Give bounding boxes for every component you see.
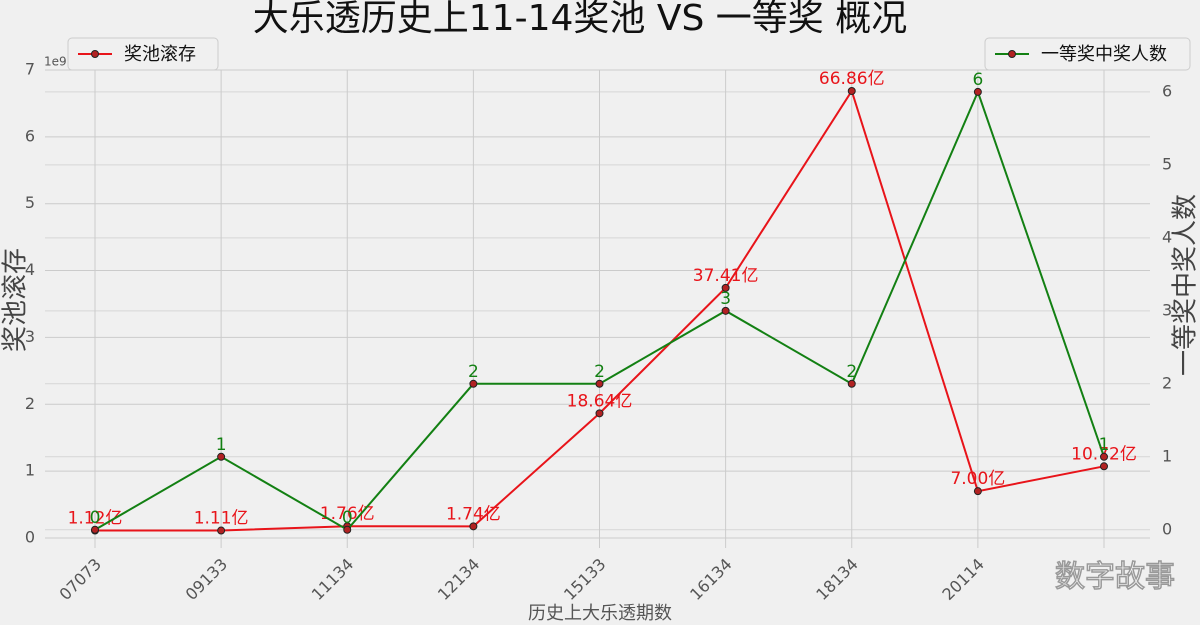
y-tick-label: 3 [25,327,35,346]
y2-tick-label: 0 [1162,519,1172,538]
y-offset-label: 1e9 [44,55,67,69]
data-label: 1 [1099,435,1110,455]
marker [973,87,982,96]
data-label: 2 [846,362,857,382]
data-label: 2 [594,362,605,382]
y-tick-label: 4 [25,260,35,279]
y-tick-label: 1 [25,461,35,480]
data-label: 1.76亿 [320,504,375,524]
y-tick-label: 7 [25,60,35,79]
y-tick-label: 6 [25,126,35,145]
y2-tick-label: 4 [1162,227,1172,246]
marker [91,525,99,534]
data-label: 3 [720,289,731,309]
legend-label: 奖池滚存 [124,44,196,65]
marker [217,526,226,535]
data-label: 6 [972,70,983,90]
marker [469,522,478,531]
legend-marker [91,50,99,58]
y2-axis-label: 一等奖中奖人数 [1171,194,1200,376]
x-axis-label: 历史上大乐透期数 [528,603,672,624]
y-axis-label: 奖池滚存 [1,248,31,352]
y-tick-label: 2 [25,394,35,413]
marker [721,306,730,315]
data-label: 18.64亿 [567,391,633,411]
y2-tick-label: 3 [1162,300,1172,319]
legend-label: 一等奖中奖人数 [1041,44,1167,65]
legend-box [984,37,1191,71]
data-label: 2 [468,362,479,382]
marker [217,452,226,461]
data-label: 0 [342,508,353,528]
data-label: 37.41亿 [693,266,759,286]
data-label: 66.86亿 [819,69,885,89]
y2-tick-label: 2 [1162,373,1172,392]
legend-marker [1008,50,1016,58]
y2-tick-label: 6 [1162,81,1172,100]
y-tick-label: 5 [25,193,35,212]
data-label: 1.12亿 [68,508,123,528]
marker [973,487,982,496]
chart-title: 大乐透历史上11-14奖池 VS 一等奖 概况 [253,0,907,39]
y2-tick-label: 1 [1162,446,1172,465]
marker [847,86,856,95]
data-label: 0 [90,508,101,528]
data-label: 1.74亿 [446,504,501,524]
legend-box [67,37,219,71]
marker [469,379,478,388]
data-label: 1 [216,435,227,455]
y-tick-label: 0 [25,527,35,546]
marker [721,283,730,292]
marker [595,379,604,388]
data-label: 7.00亿 [950,469,1005,489]
marker [343,525,352,534]
y2-tick-label: 5 [1162,154,1172,173]
marker [847,379,856,388]
marker [1100,452,1108,461]
marker [1100,462,1108,471]
data-label: 1.11亿 [194,509,249,529]
marker [595,409,604,418]
watermark: 数字故事 [1055,560,1175,595]
